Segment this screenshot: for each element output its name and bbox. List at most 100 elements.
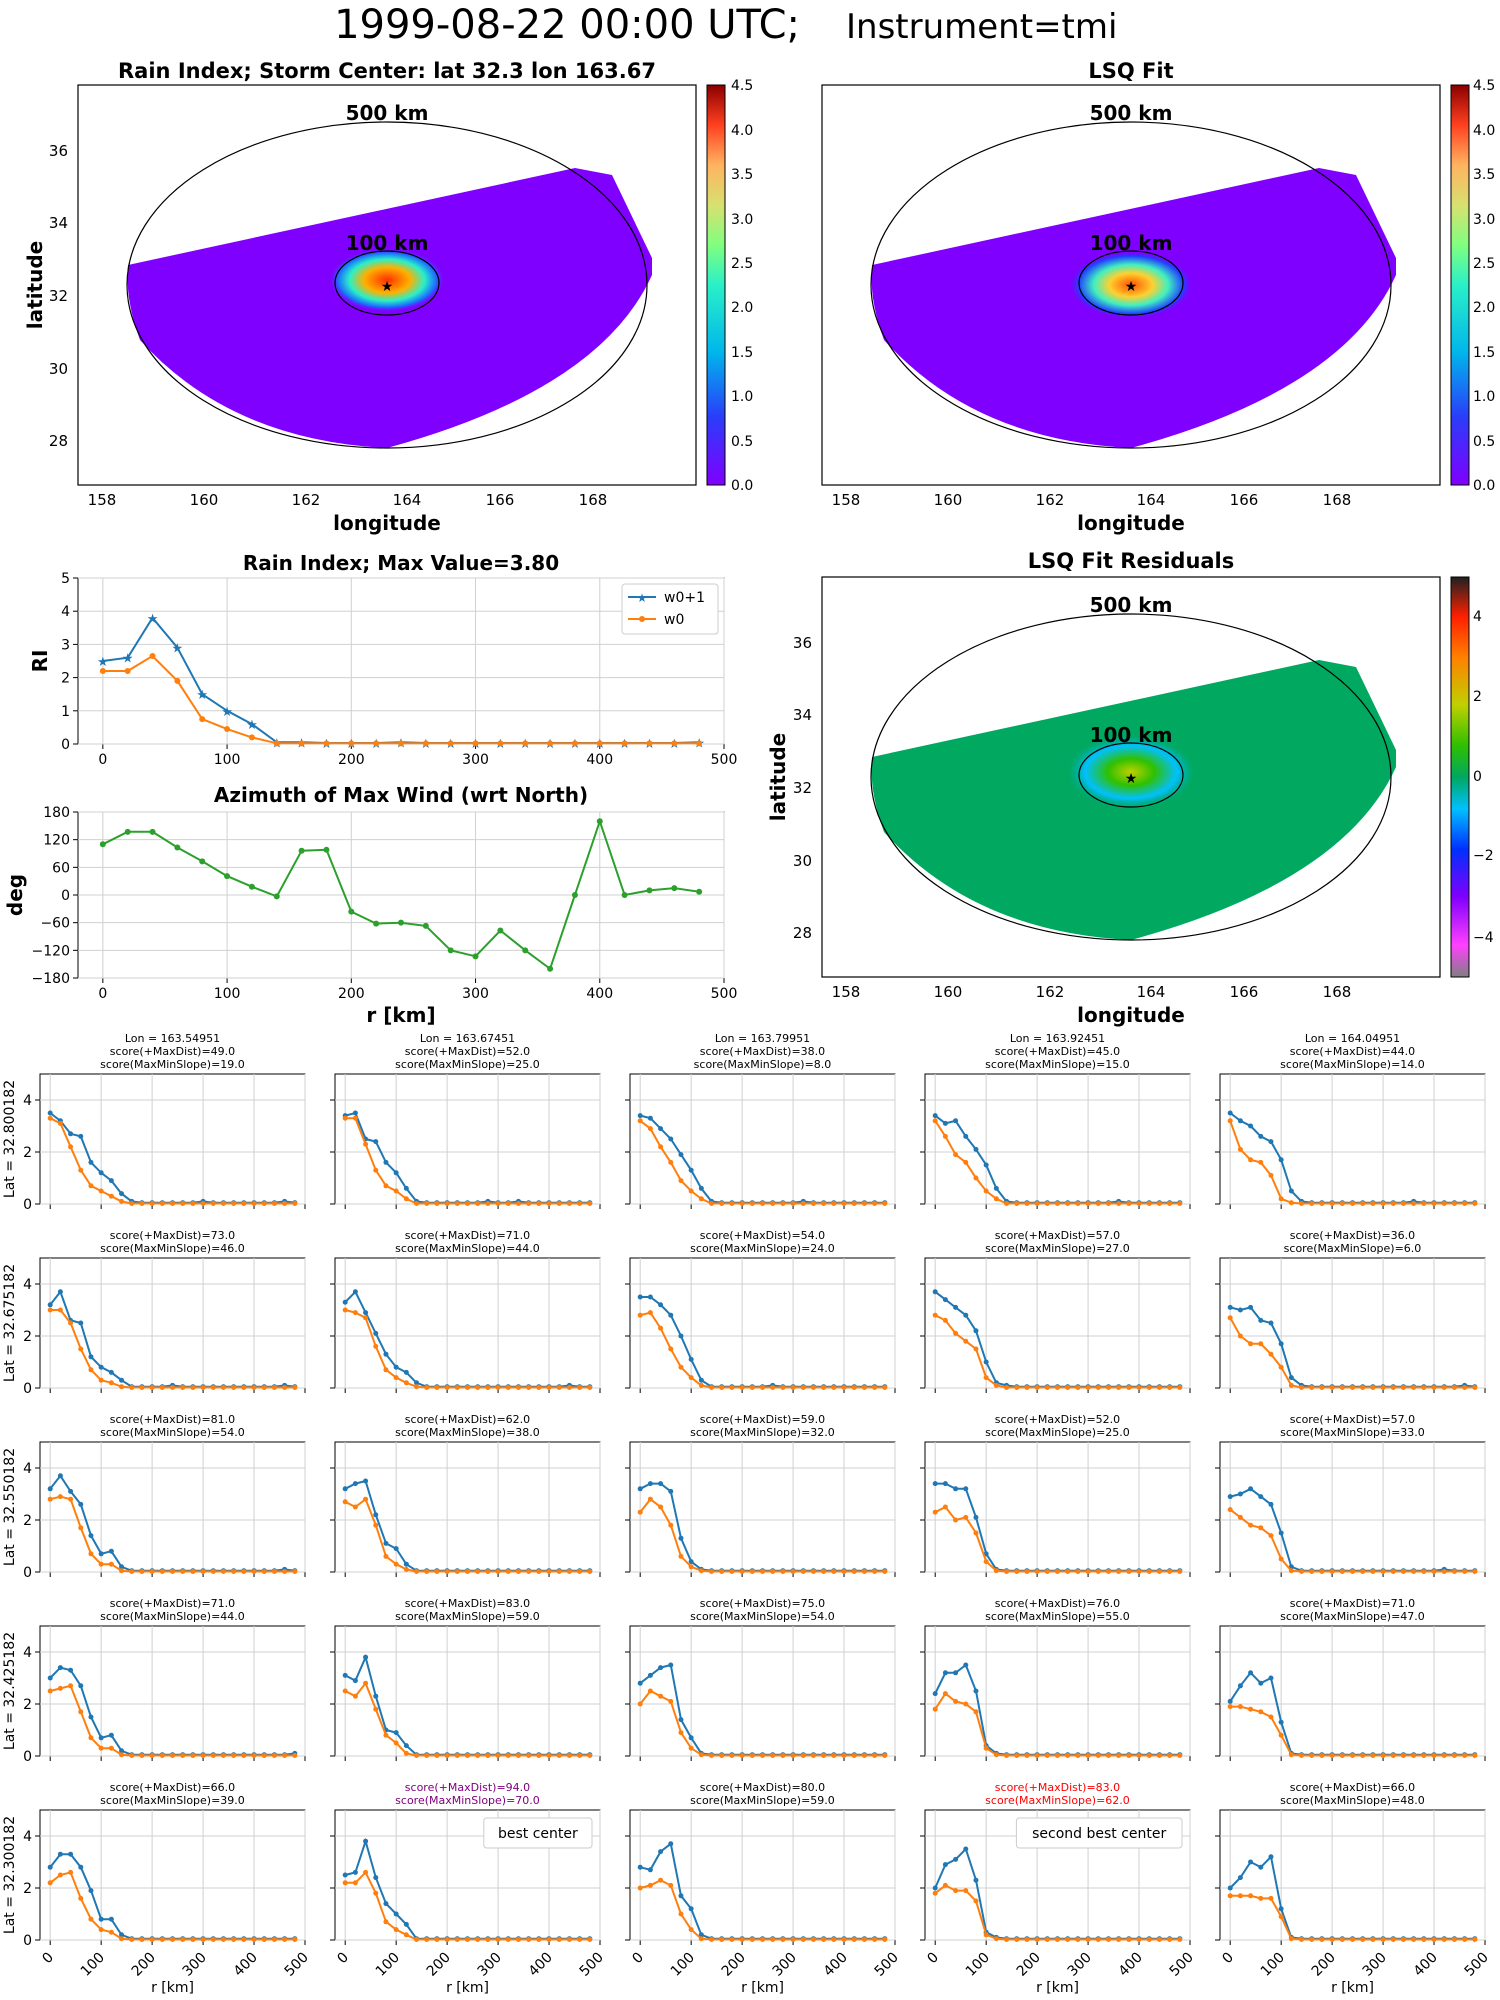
data-point xyxy=(647,1126,653,1132)
data-point xyxy=(1248,1706,1254,1712)
data-point xyxy=(739,1568,745,1574)
data-point xyxy=(292,1568,298,1574)
data-point xyxy=(393,1740,399,1746)
data-point xyxy=(444,1752,450,1758)
data-point xyxy=(78,1133,84,1139)
plot-frame xyxy=(924,1257,1191,1389)
data-point xyxy=(1004,1752,1010,1758)
data-point xyxy=(1278,1196,1284,1202)
data-point xyxy=(282,1568,288,1574)
data-point xyxy=(637,1701,643,1707)
data-point xyxy=(1177,1936,1183,1942)
x-tick-label: 300 xyxy=(475,1950,505,1980)
data-point xyxy=(790,1568,796,1574)
data-point xyxy=(1278,1364,1284,1370)
data-point xyxy=(108,1178,114,1184)
data-point xyxy=(1024,1936,1030,1942)
data-point xyxy=(149,1200,155,1206)
data-point xyxy=(139,1200,145,1206)
data-point xyxy=(973,1175,979,1181)
data-point xyxy=(363,1315,369,1321)
azimuth-xlabel: r [km] xyxy=(366,1003,435,1027)
data-point xyxy=(348,908,355,915)
data-point xyxy=(698,1377,704,1383)
data-point xyxy=(841,1384,847,1390)
data-point xyxy=(1004,1936,1010,1942)
data-point xyxy=(536,1568,542,1574)
map2-ring-inner xyxy=(1078,250,1184,316)
data-point xyxy=(1146,1200,1152,1206)
data-point xyxy=(47,1302,53,1308)
data-point xyxy=(1105,1200,1111,1206)
data-point xyxy=(932,1118,938,1124)
data-point xyxy=(698,1382,704,1388)
data-point xyxy=(78,1320,84,1326)
data-point xyxy=(1004,1384,1010,1390)
data-point xyxy=(770,1568,776,1574)
data-point xyxy=(1288,1382,1294,1388)
data-point xyxy=(647,1310,653,1316)
map3-ring-outer-label: 500 km xyxy=(1090,593,1173,617)
data-point xyxy=(993,1936,999,1942)
data-point xyxy=(383,1367,389,1373)
data-point xyxy=(1390,1384,1396,1390)
data-point xyxy=(1116,1568,1122,1574)
data-point xyxy=(749,1568,755,1574)
data-point xyxy=(393,1364,399,1370)
data-point xyxy=(770,1200,776,1206)
data-point xyxy=(373,1522,379,1528)
x-tick-label: 0 xyxy=(39,1950,57,1968)
plot-frame xyxy=(334,1625,601,1757)
data-point xyxy=(688,1188,694,1194)
data-point xyxy=(170,1200,175,1206)
data-point xyxy=(1248,1893,1254,1899)
data-point xyxy=(434,1936,440,1942)
panel-score-maxdist: score(+MaxDist)=57.0 xyxy=(1290,1413,1415,1426)
data-point xyxy=(1126,1200,1132,1206)
data-point xyxy=(454,1936,460,1942)
data-point xyxy=(88,1159,94,1165)
panel-lat-label: Lat = 32.425182 xyxy=(2,1632,18,1750)
data-point xyxy=(210,1384,216,1390)
data-point xyxy=(119,1752,125,1758)
data-point xyxy=(647,1481,653,1487)
data-point xyxy=(739,1384,745,1390)
data-point xyxy=(1167,1568,1173,1574)
data-point xyxy=(790,1936,796,1942)
data-point xyxy=(1309,1384,1315,1390)
data-point xyxy=(621,740,628,747)
data-point xyxy=(983,1745,989,1751)
data-point xyxy=(963,1662,969,1668)
data-point xyxy=(556,1936,562,1942)
data-point xyxy=(1126,1568,1132,1574)
data-point xyxy=(1167,1200,1173,1206)
data-point xyxy=(434,1200,440,1206)
map2-cbtick: 4.5 xyxy=(1473,78,1495,94)
data-point xyxy=(953,1330,959,1336)
data-point xyxy=(770,1936,776,1942)
data-point xyxy=(678,1152,684,1158)
data-point xyxy=(251,1936,257,1942)
data-point xyxy=(1380,1936,1386,1942)
data-point xyxy=(1462,1936,1468,1942)
map1-xtick: 162 xyxy=(292,491,321,509)
data-point xyxy=(149,1384,155,1390)
data-point xyxy=(1288,1568,1294,1574)
data-point xyxy=(68,1851,74,1857)
data-point xyxy=(1105,1752,1111,1758)
data-point xyxy=(383,1183,389,1189)
data-point xyxy=(149,828,156,835)
data-point xyxy=(200,1384,206,1390)
data-point xyxy=(78,1709,84,1715)
data-point xyxy=(98,1188,104,1194)
map3-ring-inner-label: 100 km xyxy=(1090,723,1173,747)
data-point xyxy=(108,1929,114,1935)
data-point xyxy=(241,1568,247,1574)
data-point xyxy=(251,1752,257,1758)
data-point xyxy=(119,1932,125,1938)
x-tick-label: 400 xyxy=(526,1950,556,1980)
data-point xyxy=(200,1200,206,1206)
data-point xyxy=(465,1200,470,1206)
data-point xyxy=(475,1568,481,1574)
data-point xyxy=(668,1522,674,1528)
